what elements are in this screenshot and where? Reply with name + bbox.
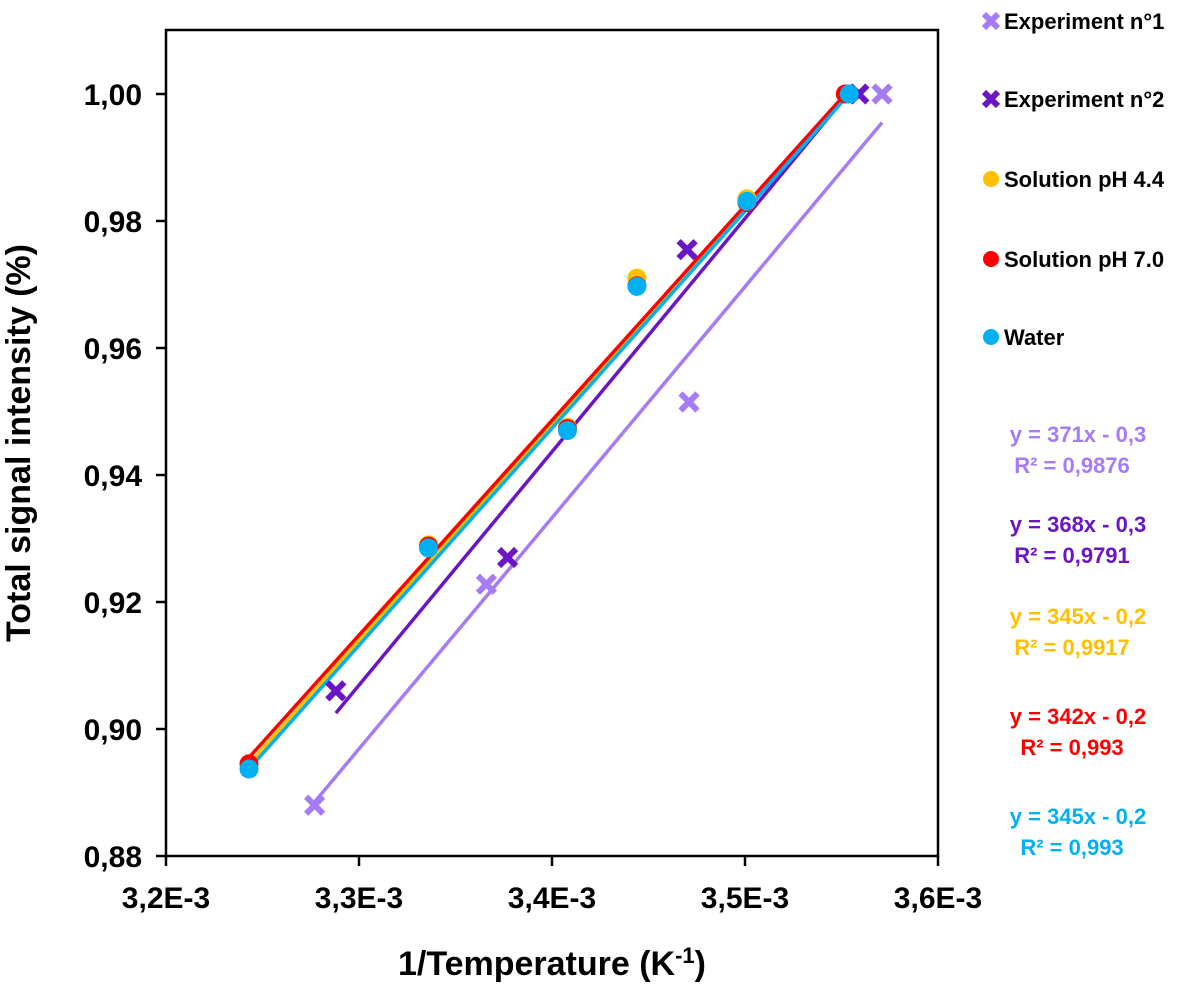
legend-item-experiment-n-2: Experiment n°2 bbox=[981, 87, 1164, 112]
point-experiment-n-2 bbox=[325, 680, 347, 702]
r2-solution-ph-4-4: R² = 0,9917 bbox=[1014, 635, 1130, 660]
legend-item-solution-ph-7-0: Solution pH 7.0 bbox=[983, 247, 1164, 272]
y-tick-label: 0,88 bbox=[84, 841, 142, 874]
legend-item-experiment-n-1: Experiment n°1 bbox=[981, 9, 1164, 34]
x-axis-title: 1/Temperature (K-1) bbox=[398, 943, 706, 983]
point-water bbox=[839, 84, 859, 104]
trendline-experiment-n-1 bbox=[313, 121, 884, 804]
x-tick-label: 3,2E-3 bbox=[122, 882, 210, 915]
legend-item-solution-ph-4-4: Solution pH 4.4 bbox=[983, 167, 1165, 192]
equation-solution-ph-7-0: y = 342x - 0,2 bbox=[1010, 704, 1146, 729]
y-tick-label: 0,92 bbox=[84, 587, 142, 620]
point-experiment-n-2 bbox=[676, 238, 698, 261]
equation-water: y = 345x - 0,2 bbox=[1010, 804, 1146, 829]
legend-label: Experiment n°1 bbox=[1004, 9, 1164, 34]
point-experiment-n-1 bbox=[871, 83, 893, 105]
legend-marker bbox=[983, 329, 999, 345]
x-tick-label: 3,3E-3 bbox=[315, 882, 403, 915]
r2-experiment-n-2: R² = 0,9791 bbox=[1014, 543, 1130, 568]
point-experiment-n-1 bbox=[678, 391, 700, 413]
point-experiment-n-2 bbox=[496, 546, 519, 569]
point-water bbox=[737, 191, 757, 211]
legend-label: Water bbox=[1004, 325, 1065, 350]
legend-marker bbox=[981, 89, 1001, 109]
point-water bbox=[418, 538, 438, 558]
point-water bbox=[627, 276, 647, 296]
r2-water: R² = 0,993 bbox=[1020, 835, 1123, 860]
legend-marker bbox=[981, 11, 1001, 31]
legend-item-water: Water bbox=[983, 325, 1065, 350]
trendline-experiment-n-2 bbox=[334, 96, 847, 715]
y-tick-label: 0,96 bbox=[84, 333, 142, 366]
point-experiment-n-1 bbox=[475, 573, 498, 595]
r2-solution-ph-7-0: R² = 0,993 bbox=[1020, 735, 1123, 760]
point-experiment-n-1 bbox=[303, 794, 326, 816]
y-tick-label: 0,94 bbox=[84, 460, 143, 493]
x-tick-label: 3,4E-3 bbox=[508, 882, 596, 915]
legend-marker bbox=[983, 251, 999, 267]
legend-marker bbox=[983, 171, 999, 187]
legend-label: Solution pH 7.0 bbox=[1004, 247, 1164, 272]
x-axis-title-superscript: -1 bbox=[675, 943, 695, 968]
point-water bbox=[557, 421, 577, 441]
point-water bbox=[239, 759, 259, 779]
x-tick-label: 3,5E-3 bbox=[701, 882, 789, 915]
legend-label: Solution pH 4.4 bbox=[1004, 167, 1165, 192]
y-tick-label: 0,90 bbox=[84, 714, 142, 747]
legend-label: Experiment n°2 bbox=[1004, 87, 1164, 112]
y-axis-title: Total signal intensity (%) bbox=[0, 244, 38, 642]
y-tick-label: 0,98 bbox=[84, 206, 142, 239]
r2-experiment-n-1: R² = 0,9876 bbox=[1014, 453, 1130, 478]
x-tick-label: 3,6E-3 bbox=[894, 882, 982, 915]
y-tick-label: 1,00 bbox=[84, 79, 142, 112]
equation-experiment-n-2: y = 368x - 0,3 bbox=[1010, 512, 1146, 537]
equation-experiment-n-1: y = 371x - 0,3 bbox=[1010, 422, 1146, 447]
equation-solution-ph-4-4: y = 345x - 0,2 bbox=[1010, 604, 1146, 629]
